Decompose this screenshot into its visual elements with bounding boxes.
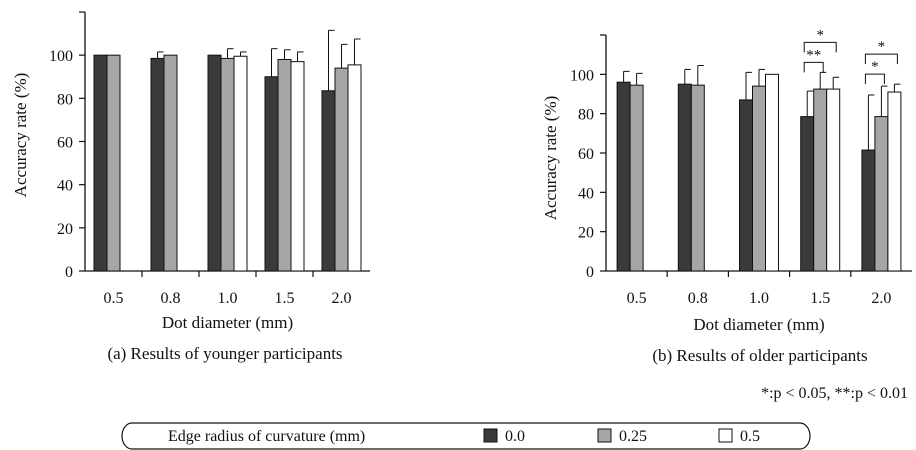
legend-label-0-5: 0.5 [740, 428, 760, 445]
bar-0-25 [813, 88, 828, 272]
bar-0-5 [887, 91, 902, 272]
y-axis-title: Accuracy rate (%) [541, 96, 560, 221]
y-tick-label: 40 [57, 178, 73, 195]
x-tick-label: 2.0 [332, 290, 352, 307]
y-tick-label: 20 [57, 221, 73, 238]
x-tick-label: 0.5 [627, 290, 647, 307]
legend-swatch-0-25 [597, 428, 612, 443]
y-axis-title: Accuracy rate (%) [11, 73, 30, 198]
x-tick-label: 0.5 [104, 290, 124, 307]
y-tick-label: 20 [578, 225, 594, 242]
x-tick-label: 1.5 [275, 290, 295, 307]
chart-title: (b) Results of older participants [652, 346, 867, 365]
y-tick-label: 60 [578, 146, 594, 163]
bar-0-5 [290, 61, 305, 272]
legend-swatch-0-5 [718, 428, 733, 443]
bar-0-5 [347, 64, 362, 272]
bar-0-0 [321, 90, 336, 272]
x-tick-label: 1.0 [218, 290, 238, 307]
bar-0-0 [264, 76, 279, 272]
x-axis-title: Dot diameter (mm) [693, 315, 824, 334]
significance-bracket [803, 61, 824, 73]
bar-0-0 [800, 116, 815, 272]
bar-0-25 [220, 57, 235, 272]
chart-title: (a) Results of younger participants [107, 344, 342, 363]
bar-0-0 [739, 99, 753, 272]
bar-0-0 [861, 149, 876, 272]
x-tick-label: 0.8 [688, 290, 708, 307]
x-tick-label: 0.8 [161, 290, 181, 307]
bar-0-25 [690, 84, 705, 272]
significance-label: * [871, 59, 879, 75]
legend-label-0-25: 0.25 [619, 428, 647, 445]
bar-0-5 [765, 73, 779, 272]
legend-swatch-0-0 [483, 428, 498, 443]
significance-label: * [816, 27, 824, 43]
significance-bracket [803, 41, 837, 53]
significance-label: * [878, 39, 886, 55]
x-tick-label: 1.0 [749, 290, 769, 307]
x-axis-title: Dot diameter (mm) [162, 313, 293, 332]
y-tick-label: 80 [57, 91, 73, 108]
y-tick-label: 60 [57, 135, 73, 152]
legend-frame [121, 422, 811, 450]
bar-0-25 [874, 116, 889, 272]
x-tick-label: 1.5 [810, 290, 830, 307]
bar-0-25 [629, 84, 644, 272]
y-tick-label: 100 [570, 67, 594, 84]
bar-0-5 [233, 55, 248, 272]
bar-0-25 [334, 67, 349, 272]
y-tick-label: 0 [586, 264, 594, 281]
y-tick-label: 80 [578, 107, 594, 124]
legend: Edge radius of curvature (mm) 0.0 0.25 0… [121, 422, 811, 450]
bar-0-25 [752, 85, 766, 272]
bar-0-0 [93, 54, 108, 272]
bar-0-0 [616, 81, 631, 272]
bar-0-0 [207, 54, 222, 272]
bar-0-0 [150, 57, 165, 272]
bar-0-25 [163, 54, 178, 272]
significance-bracket [864, 53, 898, 65]
legend-label-0-0: 0.0 [505, 428, 525, 445]
bar-0-25 [106, 54, 121, 272]
bar-0-5 [826, 88, 841, 272]
x-tick-label: 2.0 [871, 290, 891, 307]
legend-title: Edge radius of curvature (mm) [168, 428, 365, 445]
bar-0-25 [277, 58, 292, 272]
y-tick-label: 100 [49, 48, 73, 65]
y-tick-label: 0 [65, 264, 73, 281]
significance-note: *:p < 0.05, **:p < 0.01 [761, 385, 908, 402]
y-tick-label: 40 [578, 185, 594, 202]
bar-0-0 [677, 83, 692, 272]
significance-label: ** [806, 47, 821, 63]
chart-panel-a: 0 20 40 60 80 100 0.5 0.8 1.0 1.5 2.0 Accuracy rate… [11, 11, 370, 363]
significance-bracket [864, 73, 885, 85]
